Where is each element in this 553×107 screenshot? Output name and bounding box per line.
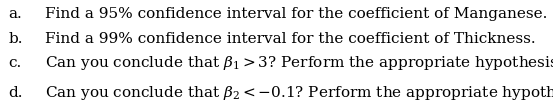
Text: Find a 99% confidence interval for the coefficient of Thickness.: Find a 99% confidence interval for the c… — [45, 32, 536, 45]
Text: c.: c. — [8, 56, 22, 70]
Text: b.: b. — [8, 32, 23, 45]
Text: a.: a. — [8, 7, 22, 21]
Text: Can you conclude that $\beta_1 > 3$? Perform the appropriate hypothesis test.: Can you conclude that $\beta_1 > 3$? Per… — [45, 54, 553, 72]
Text: Can you conclude that $\beta_2 < -0.1$? Perform the appropriate hypothesis test.: Can you conclude that $\beta_2 < -0.1$? … — [45, 84, 553, 102]
Text: Find a 95% confidence interval for the coefficient of Manganese.: Find a 95% confidence interval for the c… — [45, 7, 547, 21]
Text: d.: d. — [8, 86, 23, 100]
